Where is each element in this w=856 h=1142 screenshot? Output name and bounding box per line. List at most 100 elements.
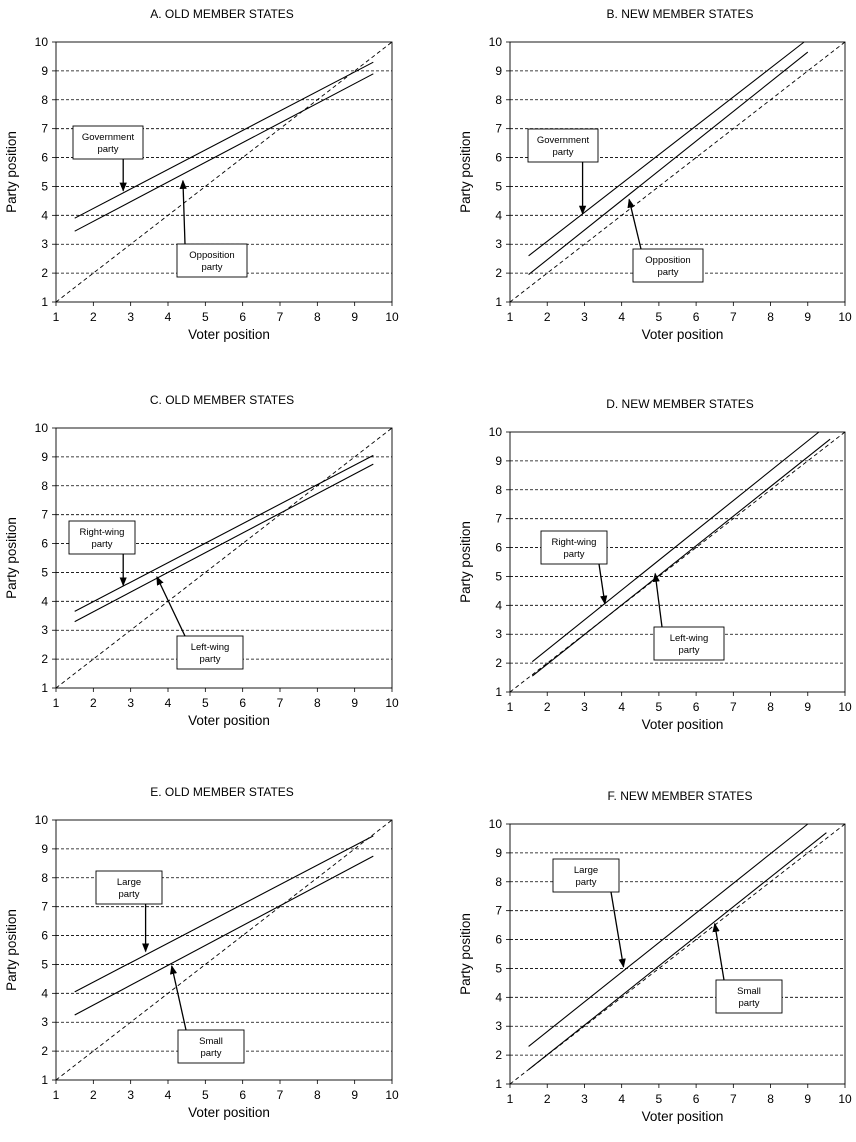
x-axis-label: Voter position: [188, 327, 270, 342]
y-tick-label: 10: [35, 813, 49, 827]
annotation-box: [176, 243, 248, 278]
series-line-2: [74, 463, 374, 623]
x-tick-label: 2: [90, 1088, 97, 1102]
x-tick-label: 9: [351, 1088, 358, 1102]
x-tick-label: 9: [351, 696, 358, 710]
y-tick-label: 7: [495, 122, 502, 136]
y-tick-label: 5: [41, 957, 48, 971]
chart-title: C. OLD MEMBER STATES: [150, 393, 294, 407]
x-tick-label: 7: [277, 1088, 284, 1102]
x-tick-label: 1: [53, 696, 60, 710]
x-tick-label: 4: [618, 310, 625, 324]
x-tick-label: 10: [385, 1088, 399, 1102]
x-tick-label: 7: [730, 1092, 737, 1106]
x-tick-label: 1: [507, 700, 514, 714]
x-tick-label: 3: [581, 310, 588, 324]
x-tick-label: 4: [165, 1088, 172, 1102]
series-line-2: [528, 51, 809, 276]
x-tick-label: 6: [693, 700, 700, 714]
annotation-label: Left-wing: [191, 642, 230, 653]
x-tick-label: 5: [656, 700, 663, 714]
x-tick-label: 7: [277, 310, 284, 324]
x-axis-label: Voter position: [642, 1109, 724, 1124]
y-axis-label: Party position: [4, 909, 19, 991]
chart-panel-d: D. NEW MEMBER STATES 1 2 3 4 5 6 7 8 9 10 1 2 3 4 5 6 7 8 9…: [458, 397, 852, 732]
annotation-label: Opposition: [189, 250, 234, 261]
series-line-1: [528, 41, 805, 257]
chart-panel-f: F. NEW MEMBER STATES 1 2 3 4 5 6 7 8 9 10 1 2 3 4 5 6 7 8 9…: [458, 789, 852, 1124]
x-tick-label: 9: [804, 310, 811, 324]
x-tick-label: 2: [544, 310, 551, 324]
y-tick-label: 3: [495, 1019, 502, 1033]
annotation-label: party: [91, 539, 112, 550]
annotation-label: party: [657, 267, 678, 278]
x-tick-label: 6: [693, 310, 700, 324]
plot-frame: [55, 41, 393, 303]
y-tick-label: 5: [41, 565, 48, 579]
chart-title: F. NEW MEMBER STATES: [608, 789, 753, 803]
x-tick-label: 8: [314, 1088, 321, 1102]
y-tick-label: 7: [41, 900, 48, 914]
annotation-label: party: [200, 1048, 221, 1059]
x-tick-label: 5: [202, 310, 209, 324]
x-tick-label: 6: [239, 310, 246, 324]
plot-frame: [55, 427, 393, 689]
y-tick-label: 4: [495, 208, 502, 222]
y-tick-label: 8: [41, 93, 48, 107]
chart-panel-c: C. OLD MEMBER STATES 1 2 3 4 5 6 7 8 9 10 1 2 3 4 5 6 7 8 9…: [4, 393, 399, 728]
x-tick-label: 5: [656, 310, 663, 324]
y-tick-label: 5: [495, 961, 502, 975]
chart-title: A. OLD MEMBER STATES: [150, 7, 294, 21]
reference-diagonal-line: [509, 431, 846, 693]
y-tick-label: 10: [35, 35, 49, 49]
x-tick-label: 8: [767, 700, 774, 714]
x-tick-label: 2: [90, 696, 97, 710]
y-tick-label: 3: [41, 623, 48, 637]
x-tick-label: 2: [544, 700, 551, 714]
x-tick-label: 1: [507, 1092, 514, 1106]
annotation-label: party: [201, 262, 222, 273]
chart-panel-a: A. OLD MEMBER STATES 1 2 3 4 5 6 7 8 9 10 1 2 3 4 5 6 7 8 9…: [4, 7, 399, 342]
x-tick-label: 8: [767, 310, 774, 324]
y-tick-label: 3: [495, 237, 502, 251]
annotation-label: party: [738, 998, 759, 1009]
series-line-1: [74, 61, 374, 219]
x-tick-label: 1: [53, 1088, 60, 1102]
y-tick-label: 8: [495, 875, 502, 889]
annotation-label: Small: [199, 1036, 223, 1047]
x-tick-label: 6: [239, 1088, 246, 1102]
series-line-1: [531, 431, 820, 663]
annotation-label: Right-wing: [80, 527, 125, 538]
y-tick-label: 2: [41, 266, 48, 280]
x-tick-label: 8: [767, 1092, 774, 1106]
annotation-box: [540, 530, 608, 565]
x-axis-label: Voter position: [642, 717, 724, 732]
annotation-arrow: [598, 563, 608, 605]
x-tick-label: 7: [277, 696, 284, 710]
annotation-label: party: [199, 654, 220, 665]
x-tick-label: 1: [507, 310, 514, 324]
reference-diagonal-line: [55, 41, 393, 303]
y-tick-label: 2: [495, 656, 502, 670]
y-tick-label: 1: [495, 685, 502, 699]
series-line-2: [74, 73, 374, 232]
y-tick-label: 4: [495, 990, 502, 1004]
y-tick-label: 1: [495, 295, 502, 309]
x-axis-label: Voter position: [188, 713, 270, 728]
y-axis-label: Party position: [4, 131, 19, 213]
x-tick-label: 8: [314, 310, 321, 324]
series-line-2: [74, 855, 374, 1016]
y-tick-label: 6: [495, 541, 502, 555]
annotation-box: [177, 1029, 245, 1064]
annotation-box: [68, 520, 136, 555]
plot-frame: [509, 823, 846, 1085]
y-tick-label: 1: [495, 1077, 502, 1091]
x-tick-label: 1: [53, 310, 60, 324]
annotation-arrow: [610, 891, 626, 968]
annotation-label: party: [118, 889, 139, 900]
y-tick-label: 1: [41, 1073, 48, 1087]
y-tick-label: 4: [41, 594, 48, 608]
y-tick-label: 1: [41, 681, 48, 695]
annotation-label: party: [552, 147, 573, 158]
x-tick-label: 9: [351, 310, 358, 324]
